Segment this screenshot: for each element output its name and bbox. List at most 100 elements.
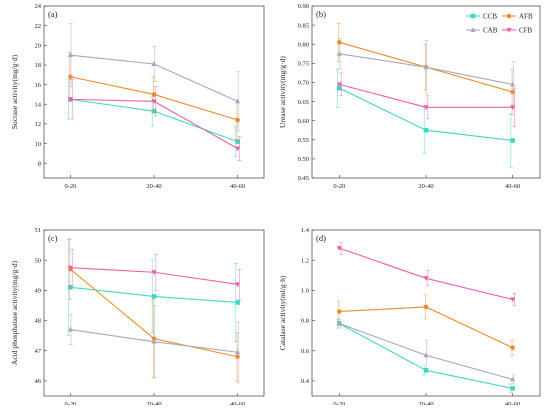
data-point <box>151 336 157 341</box>
panel-1: 8 10 12 14 16 18 20 22 24 0-20 20-40 40-60 (a) Sucras… <box>10 3 265 190</box>
y-tick-label: 0.55 <box>298 137 309 144</box>
data-point <box>423 105 429 111</box>
data-point <box>510 138 515 143</box>
y-tick-label: 22 <box>35 23 42 30</box>
y-tick-label: 1.0 <box>301 288 309 295</box>
plot-frame <box>43 5 265 179</box>
series-line <box>70 98 238 143</box>
data-point <box>336 82 342 88</box>
x-tick-label: 20-40 <box>146 183 161 190</box>
data-point <box>510 105 516 111</box>
series-CFB <box>336 72 517 127</box>
data-point <box>151 338 157 344</box>
data-point <box>336 50 342 56</box>
y-tick-label: 46 <box>35 378 42 385</box>
y-tick-label: 0.90 <box>298 3 309 10</box>
panel-2: 0.45 0.50 0.55 0.60 0.65 0.70 0.75 0.80 0.85 0.90… <box>278 3 541 190</box>
panel-label: (b) <box>316 9 326 19</box>
series-CCB <box>66 238 240 342</box>
y-tick-label: 0.70 <box>298 80 309 87</box>
data-point <box>67 326 73 332</box>
y-tick-label: 20 <box>35 43 42 50</box>
panel-4: 0.4 0.6 0.8 1.0 1.2 1.4 0-20 20-40 40-60 (d) Catal… <box>278 227 541 408</box>
data-point <box>67 265 73 271</box>
data-point <box>337 85 342 91</box>
legend-item-CFB: CFB <box>502 26 533 34</box>
data-point <box>151 61 157 66</box>
panel-label: (c) <box>48 233 58 243</box>
y-tick-label: 12 <box>35 121 42 128</box>
data-point <box>423 352 429 358</box>
legend-item-AFB: AFB <box>502 12 533 20</box>
data-point <box>423 127 429 133</box>
series-CAB <box>67 23 241 132</box>
x-tick-label: 0-20 <box>333 183 345 190</box>
series-CFB <box>67 249 242 300</box>
y-tick-label: 0.45 <box>298 175 309 182</box>
plot-frame <box>43 229 265 397</box>
series-AFB <box>67 51 240 140</box>
data-point <box>235 354 240 360</box>
data-point <box>510 386 515 391</box>
y-tick-label: 1.2 <box>301 257 309 264</box>
data-point <box>67 97 73 103</box>
y-tick-label: 0.50 <box>298 156 309 163</box>
data-point <box>151 108 157 114</box>
data-point <box>235 349 241 355</box>
y-tick-label: 18 <box>35 62 42 69</box>
legend-item-CCB: CCB <box>466 12 497 20</box>
data-point <box>151 270 157 276</box>
y-tick-label: 50 <box>35 257 42 264</box>
y-tick-label: 51 <box>35 227 42 234</box>
series-AFB <box>67 238 240 382</box>
y-axis-label: Sucrase activity(mg/g·d) <box>10 54 19 129</box>
y-tick-label: 49 <box>35 288 42 295</box>
y-tick-label: 10 <box>35 141 42 148</box>
series-CAB <box>67 305 241 383</box>
data-point <box>336 320 342 326</box>
y-tick-label: 16 <box>35 82 42 89</box>
y-tick-label: 1.4 <box>301 227 310 234</box>
y-tick-label: 0.4 <box>301 378 310 385</box>
series-line <box>70 76 238 121</box>
legend-marker <box>470 27 476 32</box>
y-tick-label: 0.60 <box>298 118 309 125</box>
data-point <box>68 74 73 80</box>
data-point <box>337 309 342 314</box>
data-point <box>235 139 240 144</box>
panel-3: 46 47 48 49 50 51 0-20 20-40 40-60 (c) Acid phosph… <box>10 227 265 408</box>
panel-label: (a) <box>48 9 58 19</box>
y-tick-label: 0.65 <box>298 99 309 106</box>
data-point <box>336 246 342 251</box>
data-point <box>151 99 157 105</box>
legend-label: AFB <box>519 12 533 20</box>
data-point <box>510 297 516 303</box>
legend-label: CCB <box>483 12 497 20</box>
series-AFB <box>336 294 515 356</box>
data-point <box>67 52 73 58</box>
data-point <box>510 81 516 87</box>
y-axis-label: Acid phosphatase activity(mg/g·d) <box>10 260 19 365</box>
legend-item-CAB: CAB <box>466 26 498 34</box>
x-tick-label: 40-60 <box>230 401 245 405</box>
y-tick-label: 14 <box>35 101 42 108</box>
y-axis-label: Catalase activity(ml/g·h) <box>278 275 287 350</box>
legend-marker <box>506 28 512 33</box>
data-point <box>423 304 429 310</box>
x-tick-label: 40-60 <box>505 183 520 190</box>
x-tick-label: 0-20 <box>64 183 76 190</box>
y-tick-label: 48 <box>35 318 42 325</box>
y-tick-label: 0.80 <box>298 41 309 48</box>
series-line <box>339 247 513 300</box>
y-tick-label: 47 <box>35 348 42 355</box>
y-axis-label: Urease activity(mg/g·d) <box>278 56 287 128</box>
y-tick-label: 24 <box>35 3 42 10</box>
data-point <box>151 92 157 97</box>
legend-marker <box>470 13 476 19</box>
legend-marker <box>506 13 512 19</box>
x-tick-label: 40-60 <box>505 401 520 405</box>
x-tick-label: 40-60 <box>230 183 245 190</box>
y-tick-label: 8 <box>38 160 41 167</box>
